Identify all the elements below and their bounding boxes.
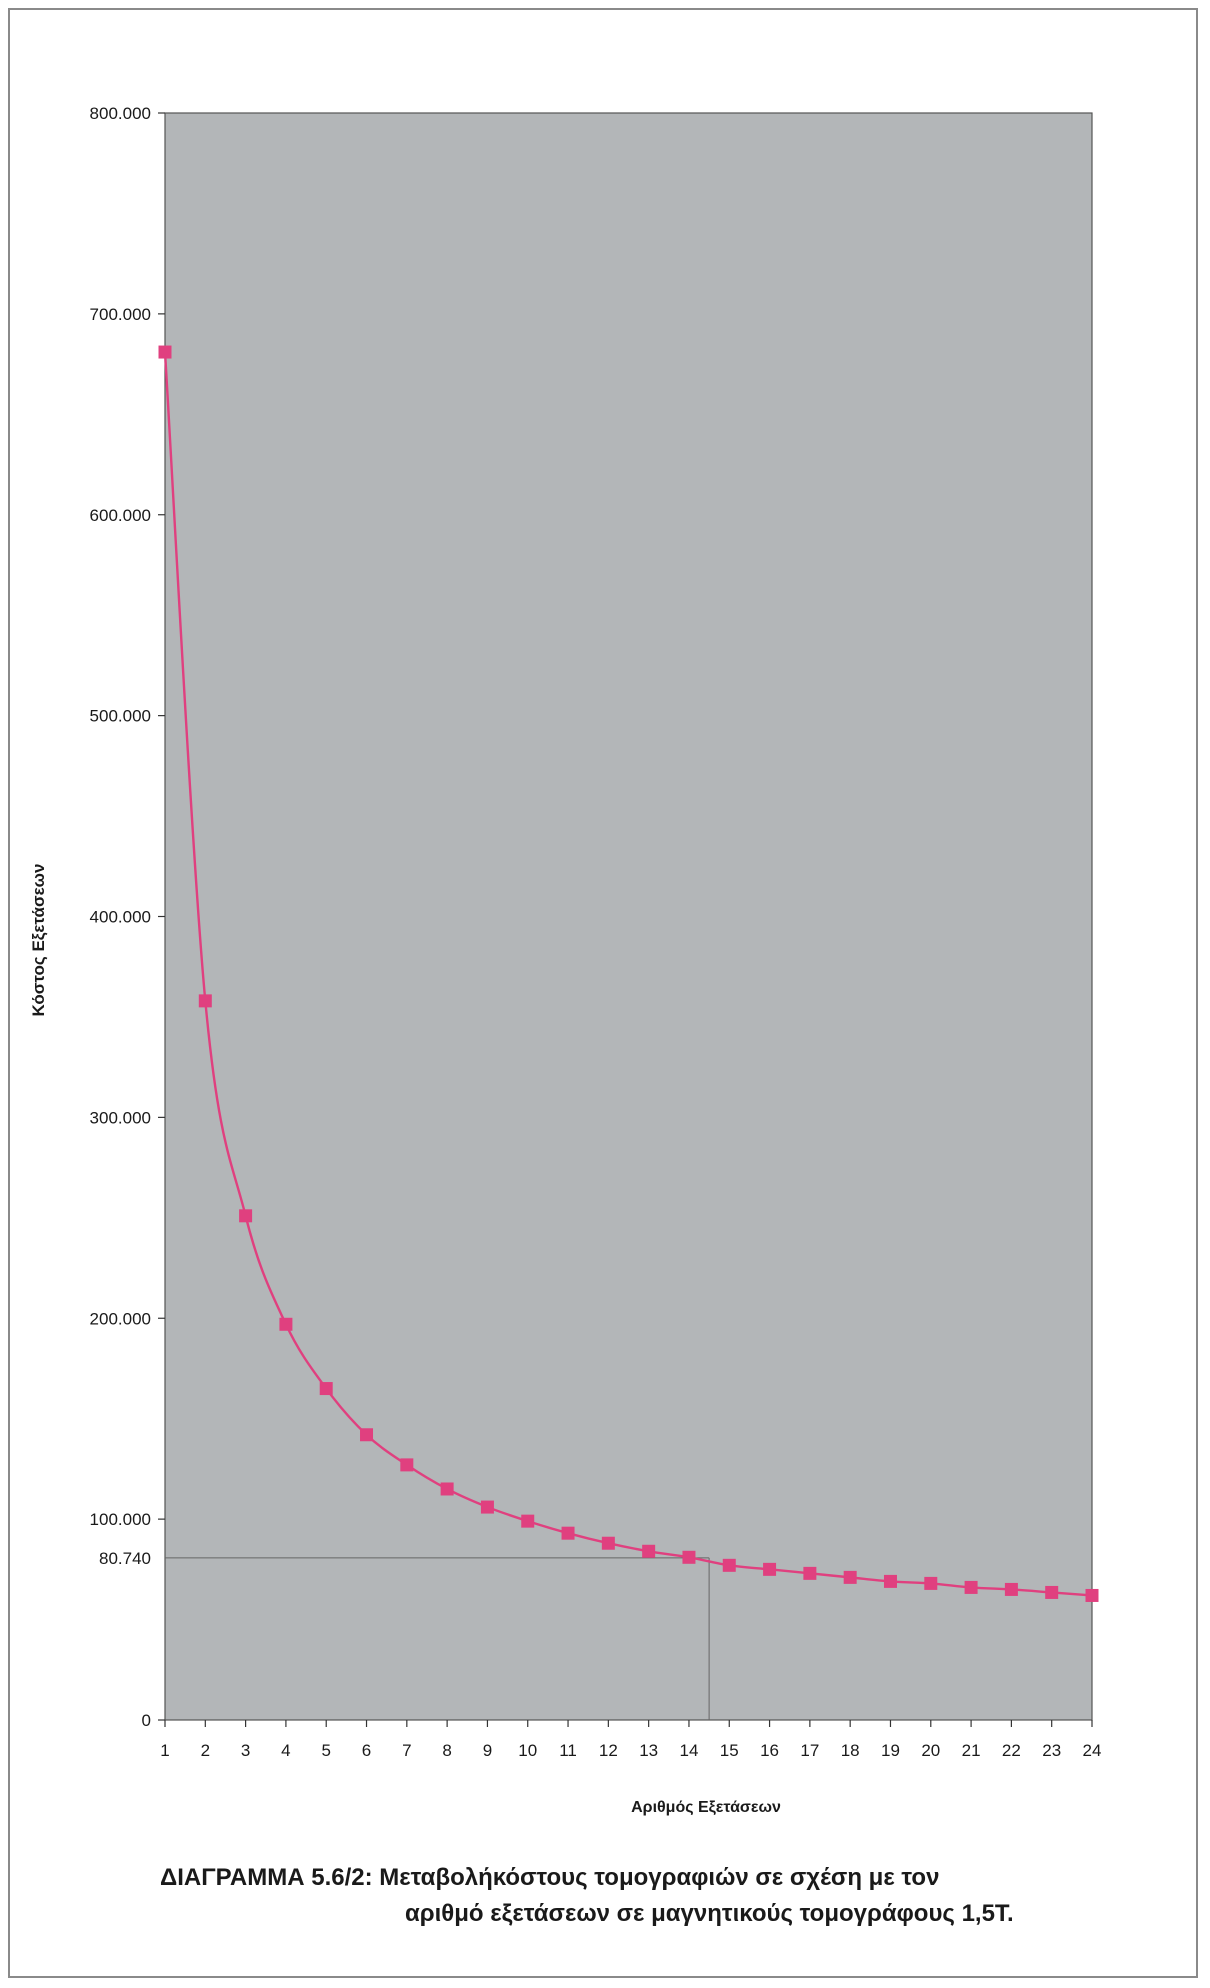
y-tick-label: 100.000 (90, 1510, 151, 1529)
x-tick-label: 1 (160, 1741, 169, 1760)
data-point (763, 1562, 777, 1576)
data-point (400, 1458, 414, 1472)
data-point (803, 1566, 817, 1580)
data-point (1004, 1582, 1018, 1596)
data-point (158, 345, 172, 359)
data-point (1045, 1585, 1059, 1599)
data-point (1085, 1588, 1099, 1602)
x-tick-label: 7 (402, 1741, 411, 1760)
data-point (601, 1536, 615, 1550)
x-tick-label: 11 (559, 1741, 577, 1760)
annotation-label: 80.740 (99, 1549, 151, 1568)
x-tick-label: 10 (518, 1741, 537, 1760)
x-tick-label: 17 (800, 1741, 819, 1760)
data-point (279, 1317, 293, 1331)
x-tick-label: 9 (483, 1741, 492, 1760)
x-axis: 1 2 3 4 5 6 7 8 9 10 11 12 13 14 15 16 17 18 19 20 21 22 23 24 (160, 1720, 1101, 1760)
x-tick-label: 16 (760, 1741, 779, 1760)
y-tick-label: 400.000 (90, 908, 151, 927)
data-point (682, 1550, 696, 1564)
data-point (924, 1576, 938, 1590)
caption-line-2: αριθμό εξετάσεων σε μαγνητικούς τομογράφ… (405, 1900, 1014, 1927)
x-tick-label: 3 (241, 1741, 250, 1760)
x-tick-label: 2 (201, 1741, 210, 1760)
y-tick-label: 200.000 (90, 1309, 151, 1328)
x-tick-label: 21 (962, 1741, 981, 1760)
y-tick-label: 500.000 (90, 707, 151, 726)
page-frame (8, 8, 1198, 1978)
x-tick-label: 20 (921, 1741, 940, 1760)
x-tick-label: 19 (881, 1741, 900, 1760)
x-tick-label: 18 (841, 1741, 860, 1760)
y-tick-label: 700.000 (90, 305, 151, 324)
plot-area (164, 112, 1093, 1721)
chart: 0 100.000 200.000 300.000 400.000 500.000 600.… (29, 104, 1101, 1816)
data-point (561, 1526, 575, 1540)
data-point (440, 1482, 454, 1496)
annotation: 80.740 (99, 1549, 710, 1720)
data-point (239, 1209, 253, 1223)
data-point (319, 1382, 333, 1396)
x-tick-label: 22 (1002, 1741, 1021, 1760)
x-tick-label: 15 (720, 1741, 739, 1760)
x-axis-label: Αριθμός Εξετάσεων (631, 1799, 781, 1816)
data-point (360, 1428, 374, 1442)
data-point (480, 1500, 494, 1514)
data-point (883, 1574, 897, 1588)
x-tick-label: 5 (321, 1741, 330, 1760)
x-tick-label: 14 (679, 1741, 698, 1760)
x-tick-label: 8 (442, 1741, 451, 1760)
x-tick-label: 6 (362, 1741, 371, 1760)
data-point (521, 1514, 535, 1528)
y-tick-label: 800.000 (90, 104, 151, 123)
data-point (198, 994, 212, 1008)
x-tick-label: 24 (1083, 1741, 1102, 1760)
data-point (843, 1570, 857, 1584)
y-axis-label: Κόστος Εξετάσεων (29, 863, 48, 1016)
x-tick-label: 23 (1042, 1741, 1061, 1760)
data-point (642, 1544, 656, 1558)
x-tick-label: 4 (281, 1741, 290, 1760)
figure-caption: ΔΙΑΓΡΑΜΜΑ 5.6/2: Μεταβολήκόστους τομογρα… (160, 1860, 1110, 1932)
caption-line-1: ΔΙΑΓΡΑΜΜΑ 5.6/2: Μεταβολήκόστους τομογρα… (160, 1864, 940, 1891)
x-tick-label: 13 (639, 1741, 658, 1760)
y-tick-label: 600.000 (90, 506, 151, 525)
data-points (158, 345, 1099, 1602)
data-point (964, 1580, 978, 1594)
y-axis: 0 100.000 200.000 300.000 400.000 500.000 600.… (90, 104, 165, 1730)
y-tick-label: 0 (142, 1711, 151, 1730)
x-tick-label: 12 (599, 1741, 618, 1760)
y-tick-label: 300.000 (90, 1108, 151, 1127)
data-point (722, 1558, 736, 1572)
